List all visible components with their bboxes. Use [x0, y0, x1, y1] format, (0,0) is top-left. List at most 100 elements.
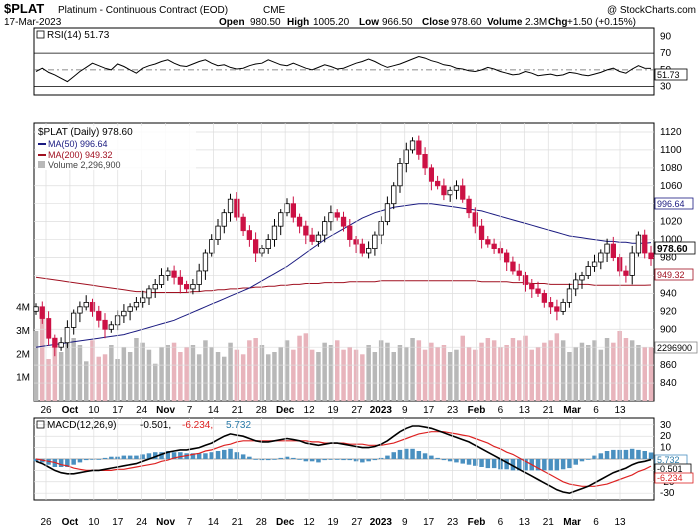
volume-bar — [422, 349, 428, 401]
volume-tick-label: 2M — [16, 349, 30, 360]
x-tick-label: Feb — [468, 517, 486, 528]
macd-histogram-bar — [284, 456, 290, 459]
price-tick-label: 940 — [660, 288, 677, 299]
candle-body — [83, 301, 89, 308]
candle-body — [234, 198, 240, 218]
candle-body — [466, 198, 472, 214]
x-tick-label: Dec — [276, 405, 295, 416]
volume-bar — [429, 342, 434, 401]
volume-bar — [491, 340, 497, 401]
volume-bar — [272, 352, 277, 401]
volume-bar — [303, 333, 309, 401]
macd-histogram-bar — [648, 452, 654, 459]
svg-text:-0.501: -0.501 — [657, 464, 683, 474]
candle-body — [648, 252, 654, 260]
close-value: 978.60 — [451, 17, 482, 28]
macd-tick-label: 30 — [660, 420, 672, 431]
copyright-label: @ StockCharts.com — [607, 5, 696, 16]
candle-body — [190, 283, 196, 290]
x-tick-label: 21 — [232, 405, 244, 416]
candle-body — [629, 252, 635, 276]
candle-body — [215, 225, 221, 241]
macd-histogram-bar — [611, 449, 616, 459]
x-tick-label: 21 — [543, 405, 555, 416]
x-tick-label: 17 — [112, 405, 124, 416]
x-tick-label: 13 — [519, 405, 531, 416]
macd-histogram-bar — [109, 456, 114, 459]
macd-histogram-bar — [102, 457, 108, 459]
volume-bar — [140, 342, 145, 401]
volume-tick-label: 1M — [16, 373, 30, 384]
candle-body — [96, 310, 102, 321]
macd-histogram-bar — [146, 453, 152, 459]
volume-bar — [435, 347, 440, 401]
candle-body — [139, 297, 146, 303]
volume-bar — [171, 342, 177, 401]
volume-bar — [473, 349, 478, 401]
x-tick-label: 13 — [519, 517, 531, 528]
x-tick-label: 28 — [256, 405, 268, 416]
rsi-panel — [33, 27, 655, 96]
volume-tick-label: 4M — [16, 303, 30, 314]
volume-bar — [385, 342, 390, 401]
macd-histogram-bar — [316, 459, 321, 463]
rsi-layer: 30507090 — [34, 31, 672, 93]
volume-bar — [109, 345, 114, 401]
x-tick-label: 19 — [327, 517, 339, 528]
x-tick-label: Mar — [563, 517, 581, 528]
macd-histogram-bar — [127, 455, 133, 459]
volume-bar — [560, 340, 566, 401]
candle-body — [491, 243, 497, 250]
candle-body — [384, 203, 391, 222]
instrument-name: Platinum - Continuous Contract (EOD) — [58, 5, 228, 16]
x-tick-label: Nov — [156, 405, 175, 416]
volume-bar — [648, 347, 654, 401]
macd-histogram-bar — [504, 459, 509, 470]
x-tick-label: Feb — [468, 405, 486, 416]
macd-histogram-bar — [259, 459, 265, 461]
price-tick-label: 920 — [660, 306, 677, 317]
candle-body — [227, 198, 234, 214]
macd-histogram-bar — [253, 459, 258, 460]
macd-histogram-bar — [228, 448, 233, 460]
x-tick-label: 7 — [187, 405, 193, 416]
volume-bar — [629, 340, 635, 401]
x-tick-label: 6 — [593, 517, 599, 528]
volume-bar — [573, 347, 578, 401]
x-tick-label: Nov — [156, 517, 175, 528]
macd-histogram-bar — [266, 459, 271, 461]
volume-bar — [542, 342, 547, 401]
x-tick-label: 12 — [304, 405, 316, 416]
rsi-legend-text: RSI(14) 51.73 — [47, 30, 110, 41]
volume-bar — [234, 349, 240, 401]
price-tick-label: 980 — [660, 253, 677, 264]
candle-body — [347, 225, 353, 241]
candle-body — [171, 270, 177, 278]
price-legend-bg — [36, 126, 196, 170]
volume-bar — [96, 356, 101, 401]
close-value-badge: 978.60 — [654, 241, 696, 255]
volume-bar — [410, 338, 415, 401]
macd-histogram-bar — [473, 459, 478, 466]
x-tick-label: Dec — [276, 517, 295, 528]
price-tick-label: 1020 — [660, 217, 683, 228]
volume-bar — [335, 340, 340, 401]
volume-bar — [297, 335, 302, 401]
candle-body — [403, 149, 409, 164]
volume-bar — [228, 342, 233, 401]
macd-histogram-bar — [159, 452, 164, 459]
macd-histogram-bar — [416, 451, 422, 459]
price-tick-label: 1000 — [660, 235, 683, 246]
candle-body — [485, 239, 491, 245]
volume-legend-text: Volume 2,296,900 — [48, 160, 121, 170]
macd-legend: MACD(12,26,9) -0.501, -6.234, 5.732 — [36, 420, 251, 431]
candle-body — [416, 140, 422, 155]
volume-bar — [65, 342, 70, 401]
price-layer: 8408608809009209409609801000102010401060… — [33, 127, 683, 389]
macd-histogram-bar — [567, 459, 572, 469]
macd-histogram-bar — [341, 459, 346, 461]
x-tick-label: 13 — [614, 405, 626, 416]
macd-histogram-bar — [240, 454, 246, 459]
volume-bar — [642, 347, 647, 401]
volume-layer: 1M 2M 3M 4M — [16, 303, 654, 401]
